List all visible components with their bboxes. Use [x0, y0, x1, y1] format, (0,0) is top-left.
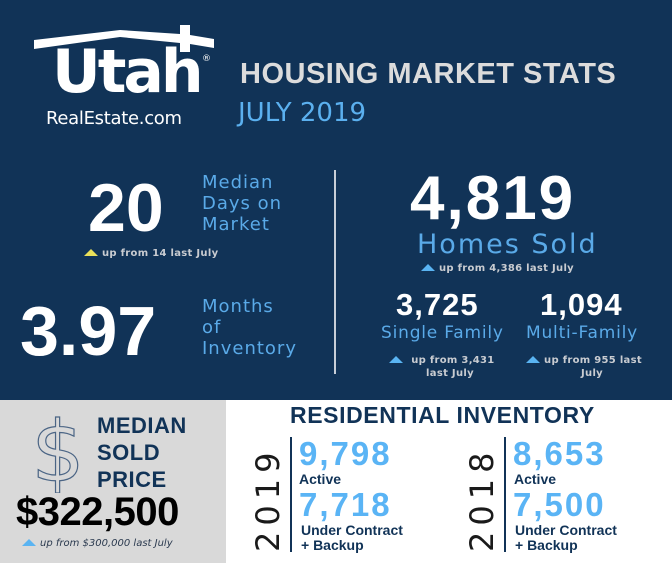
- label-line: + Backup: [301, 536, 364, 553]
- active-2019-label: Active: [299, 471, 342, 487]
- days-on-market-label: Median Days on Market: [202, 172, 282, 236]
- label-line: Market: [202, 214, 270, 236]
- page-subtitle: JULY 2019: [238, 98, 367, 128]
- multi-family-change: up from 955 last July: [524, 354, 644, 380]
- label-line: + Backup: [515, 536, 578, 553]
- median-price-panel: $ MEDIAN SOLD PRICE $322,500 up from $30…: [0, 400, 226, 563]
- change-text: up from 4,386 last July: [439, 263, 575, 274]
- contract-2019-label: Under Contract + Backup: [301, 523, 403, 552]
- utah-realestate-logo: Utah ® RealEstate.com: [30, 22, 220, 134]
- single-family-change: up from 3,431 last July: [382, 354, 502, 380]
- multi-family-value: 1,094: [540, 287, 623, 322]
- contract-2018-label: Under Contract + Backup: [515, 523, 617, 552]
- house-roof-icon: [34, 25, 214, 52]
- dollar-sign-icon: $: [32, 411, 84, 493]
- logo-subtext: RealEstate.com: [46, 108, 182, 129]
- days-on-market-change: up from 14 last July: [84, 248, 218, 259]
- active-2018-label: Active: [514, 471, 557, 487]
- homes-sold-label: Homes Sold: [417, 229, 598, 260]
- year-divider: [290, 437, 292, 552]
- months-inventory-value: 3.97: [20, 292, 157, 370]
- median-sold-price-label: MEDIAN SOLD PRICE: [97, 413, 187, 493]
- median-price-change: up from $300,000 last July: [22, 538, 173, 549]
- svg-text:$: $: [32, 411, 84, 493]
- page-title: HOUSING MARKET STATS: [240, 58, 617, 90]
- up-arrow-icon: [84, 249, 98, 256]
- up-arrow-icon: [526, 356, 541, 363]
- months-inventory-label: Months of Inventory: [202, 296, 297, 360]
- label-line: of: [202, 317, 222, 339]
- registered-mark: ®: [202, 54, 211, 64]
- label-line: Under Contract: [515, 522, 617, 538]
- change-text: last July: [426, 368, 474, 379]
- label-line: Under Contract: [301, 522, 403, 538]
- year-label-2018: 2018: [463, 446, 501, 552]
- homes-sold-value: 4,819: [410, 164, 576, 233]
- single-family-value: 3,725: [396, 287, 479, 322]
- homes-sold-change: up from 4,386 last July: [421, 263, 574, 274]
- up-arrow-icon: [421, 264, 435, 271]
- label-line: Days on: [202, 193, 283, 215]
- label-line: MEDIAN: [97, 413, 187, 438]
- logo-utah-text: Utah: [52, 37, 204, 107]
- active-2019-value: 9,798: [299, 435, 392, 472]
- days-on-market-value: 20: [88, 170, 164, 246]
- up-arrow-icon: [22, 539, 36, 546]
- multi-family-label: Multi-Family: [526, 323, 638, 343]
- year-divider: [504, 437, 506, 552]
- label-line: Months: [202, 296, 274, 317]
- label-line: Median: [202, 172, 274, 193]
- label-line: Inventory: [202, 338, 297, 360]
- change-text: up from 14 last July: [102, 248, 219, 259]
- vertical-divider: [334, 170, 336, 374]
- active-2018-value: 8,653: [513, 435, 606, 472]
- label-line: SOLD: [97, 439, 161, 465]
- median-price-value: $322,500: [16, 490, 179, 534]
- up-arrow-icon: [389, 356, 404, 363]
- change-text: July: [581, 368, 603, 379]
- change-text: up from 3,431: [411, 355, 495, 366]
- contract-2018-value: 7,500: [513, 486, 606, 523]
- label-line: PRICE: [97, 466, 167, 492]
- change-text: up from $300,000 last July: [40, 538, 173, 549]
- single-family-label: Single Family: [381, 323, 504, 343]
- change-text: up from 955 last: [544, 355, 642, 366]
- contract-2019-value: 7,718: [299, 486, 392, 523]
- residential-inventory-title: RESIDENTIAL INVENTORY: [290, 402, 595, 428]
- year-label-2019: 2019: [249, 446, 287, 552]
- stats-header-panel: Utah ® RealEstate.com HOUSING MARKET STA…: [0, 0, 672, 400]
